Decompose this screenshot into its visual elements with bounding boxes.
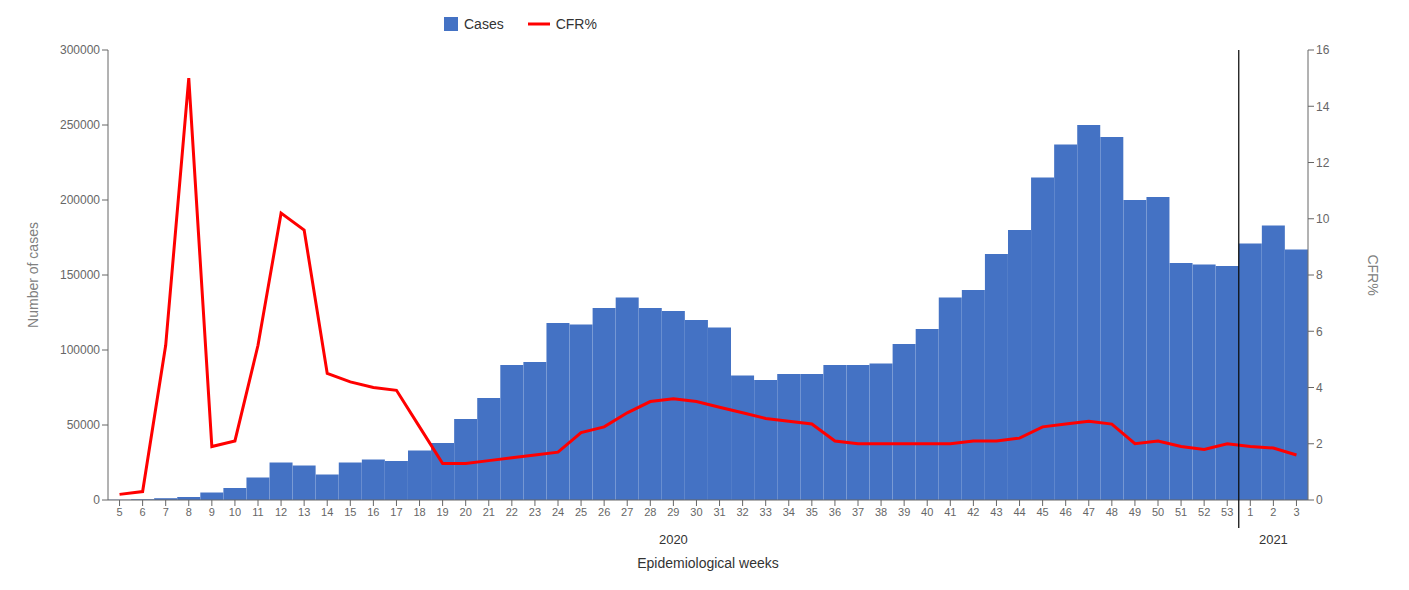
svg-text:Number of cases: Number of cases <box>25 222 41 328</box>
svg-text:46: 46 <box>1060 506 1072 518</box>
svg-text:22: 22 <box>506 506 518 518</box>
svg-text:250000: 250000 <box>60 118 100 132</box>
svg-text:20: 20 <box>460 506 472 518</box>
svg-text:15: 15 <box>344 506 356 518</box>
svg-text:26: 26 <box>598 506 610 518</box>
svg-text:5: 5 <box>116 506 122 518</box>
svg-text:23: 23 <box>529 506 541 518</box>
svg-text:25: 25 <box>575 506 587 518</box>
svg-text:200000: 200000 <box>60 193 100 207</box>
svg-text:40: 40 <box>921 506 933 518</box>
svg-text:37: 37 <box>852 506 864 518</box>
svg-text:50000: 50000 <box>67 418 101 432</box>
svg-text:100000: 100000 <box>60 343 100 357</box>
svg-text:12: 12 <box>275 506 287 518</box>
svg-text:300000: 300000 <box>60 43 100 57</box>
svg-text:0: 0 <box>93 493 100 507</box>
html-text:Cases: Cases <box>464 16 504 32</box>
svg-text:13: 13 <box>298 506 310 518</box>
html-text:CFR%: CFR% <box>555 16 597 32</box>
svg-text:24: 24 <box>552 506 564 518</box>
svg-text:48: 48 <box>1106 506 1118 518</box>
svg-text:12: 12 <box>1316 156 1330 170</box>
svg-text:6: 6 <box>1316 325 1323 339</box>
svg-text:30: 30 <box>690 506 702 518</box>
svg-text:31: 31 <box>713 506 725 518</box>
svg-text:9: 9 <box>209 506 215 518</box>
svg-text:14: 14 <box>1316 100 1330 114</box>
svg-text:10: 10 <box>229 506 241 518</box>
svg-text:47: 47 <box>1083 506 1095 518</box>
svg-text:49: 49 <box>1129 506 1141 518</box>
svg-text:18: 18 <box>413 506 425 518</box>
svg-text:11: 11 <box>252 506 263 518</box>
svg-text:Epidemiological weeks: Epidemiological weeks <box>637 555 779 571</box>
svg-text:17: 17 <box>390 506 402 518</box>
svg-text:42: 42 <box>967 506 979 518</box>
svg-text:51: 51 <box>1175 506 1187 518</box>
svg-text:34: 34 <box>783 506 795 518</box>
svg-text:19: 19 <box>436 506 448 518</box>
svg-text:2: 2 <box>1270 506 1276 518</box>
svg-text:52: 52 <box>1198 506 1210 518</box>
svg-text:2021: 2021 <box>1259 532 1288 547</box>
svg-text:150000: 150000 <box>60 268 100 282</box>
svg-text:4: 4 <box>1316 381 1323 395</box>
svg-text:39: 39 <box>898 506 910 518</box>
svg-text:16: 16 <box>1316 43 1330 57</box>
svg-text:27: 27 <box>621 506 633 518</box>
svg-text:2020: 2020 <box>659 532 688 547</box>
svg-text:8: 8 <box>1316 268 1323 282</box>
svg-text:2: 2 <box>1316 437 1323 451</box>
svg-text:CFR%: CFR% <box>1365 254 1381 295</box>
svg-text:16: 16 <box>367 506 379 518</box>
svg-text:10: 10 <box>1316 212 1330 226</box>
svg-text:41: 41 <box>944 506 956 518</box>
svg-text:38: 38 <box>875 506 887 518</box>
svg-text:7: 7 <box>163 506 169 518</box>
svg-text:3: 3 <box>1293 506 1299 518</box>
svg-text:36: 36 <box>829 506 841 518</box>
svg-text:0: 0 <box>1316 493 1323 507</box>
svg-text:1: 1 <box>1247 506 1253 518</box>
svg-text:33: 33 <box>760 506 772 518</box>
svg-text:45: 45 <box>1036 506 1048 518</box>
svg-text:43: 43 <box>990 506 1002 518</box>
svg-text:32: 32 <box>736 506 748 518</box>
svg-text:8: 8 <box>186 506 192 518</box>
svg-text:53: 53 <box>1221 506 1233 518</box>
svg-text:6: 6 <box>140 506 146 518</box>
svg-text:28: 28 <box>644 506 656 518</box>
svg-text:21: 21 <box>483 506 495 518</box>
svg-text:14: 14 <box>321 506 333 518</box>
svg-text:50: 50 <box>1152 506 1164 518</box>
svg-text:35: 35 <box>806 506 818 518</box>
svg-text:44: 44 <box>1013 506 1025 518</box>
svg-text:29: 29 <box>667 506 679 518</box>
